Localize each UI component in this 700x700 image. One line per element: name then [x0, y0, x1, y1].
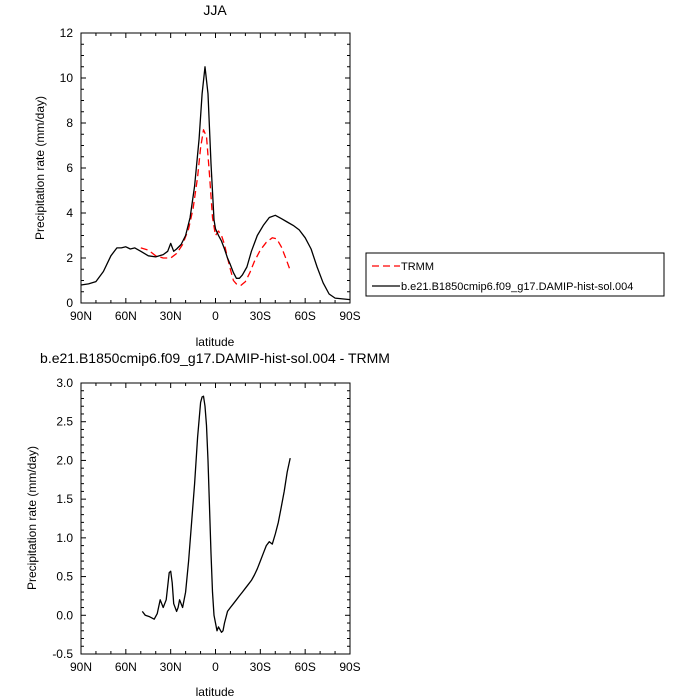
legend-label-trmm: TRMM	[401, 261, 434, 273]
bottom-x-tick-label: 60N	[115, 660, 137, 674]
bottom-y-tick-label: 0.5	[56, 570, 73, 584]
bottom-x-tick-label: 90S	[339, 660, 360, 674]
top-panel-title: JJA	[203, 2, 227, 18]
bottom-x-tick-label: 30N	[160, 660, 182, 674]
top-x-tick-label: 90N	[70, 309, 92, 323]
bottom-series-lines	[141, 395, 291, 633]
top-series-line-2	[80, 66, 351, 301]
bottom-panel: b.e21.B1850cmip6.f09_g17.DAMIP-hist-sol.…	[25, 350, 390, 699]
top-ticks: 90N 60N 30N 0 30S 60S 90S 0 2 4 6 8 10 12	[60, 26, 361, 323]
bottom-panel-title: b.e21.B1850cmip6.f09_g17.DAMIP-hist-sol.…	[40, 350, 390, 366]
top-series-lines	[80, 66, 351, 301]
top-y-tick-label: 8	[66, 116, 73, 130]
top-y-tick-label: 0	[66, 296, 73, 310]
top-y-tick-label: 12	[60, 26, 74, 40]
bottom-y-tick-label: -0.5	[52, 647, 73, 661]
top-x-tick-label: 0	[212, 309, 219, 323]
top-x-axis-title: latitude	[196, 335, 235, 349]
bottom-y-tick-label: 1.0	[56, 531, 73, 545]
bottom-y-tick-label: 2.5	[56, 415, 73, 429]
top-x-tick-label: 30S	[250, 309, 271, 323]
bottom-y-tick-label: 1.5	[56, 492, 73, 506]
legend-label-model: b.e21.B1850cmip6.f09_g17.DAMIP-hist-sol.…	[401, 281, 633, 293]
top-panel: JJA 90N 60N 30N 0 30S 60S 90S 0 2 4 6 8 10 12 latitud…	[33, 2, 361, 349]
bottom-plot-frame	[80, 382, 351, 655]
top-y-tick-label: 2	[66, 251, 73, 265]
top-x-tick-label: 30N	[160, 309, 182, 323]
bottom-x-tick-label: 30S	[250, 660, 271, 674]
legend-box	[365, 252, 665, 297]
top-y-tick-label: 4	[66, 206, 73, 220]
bottom-ticks: 90N 60N 30N 0 30S 60S 90S -0.5 0.0 0.5 1.0 1.5 2.0 2.…	[52, 376, 360, 674]
top-plot-frame	[80, 32, 351, 304]
bottom-x-tick-label: 90N	[70, 660, 92, 674]
top-series-line-1	[140, 129, 291, 287]
top-y-tick-label: 6	[66, 161, 73, 175]
top-x-tick-label: 60N	[115, 309, 137, 323]
bottom-x-tick-label: 60S	[294, 660, 315, 674]
bottom-y-axis-title: Precipitation rate (mm/day)	[25, 446, 39, 590]
top-x-tick-label: 60S	[294, 309, 315, 323]
top-x-tick-label: 90S	[339, 309, 360, 323]
legend: TRMM b.e21.B1850cmip6.f09_g17.DAMIP-hist…	[365, 252, 665, 297]
top-y-axis-title: Precipitation rate (mm/day)	[33, 96, 47, 240]
bottom-x-axis-title: latitude	[196, 685, 235, 699]
bottom-series-line-1	[141, 395, 291, 633]
bottom-y-tick-label: 3.0	[56, 376, 73, 390]
top-y-tick-label: 10	[60, 71, 74, 85]
bottom-x-tick-label: 0	[212, 660, 219, 674]
bottom-y-tick-label: 0.0	[56, 608, 73, 622]
bottom-y-tick-label: 2.0	[56, 453, 73, 467]
